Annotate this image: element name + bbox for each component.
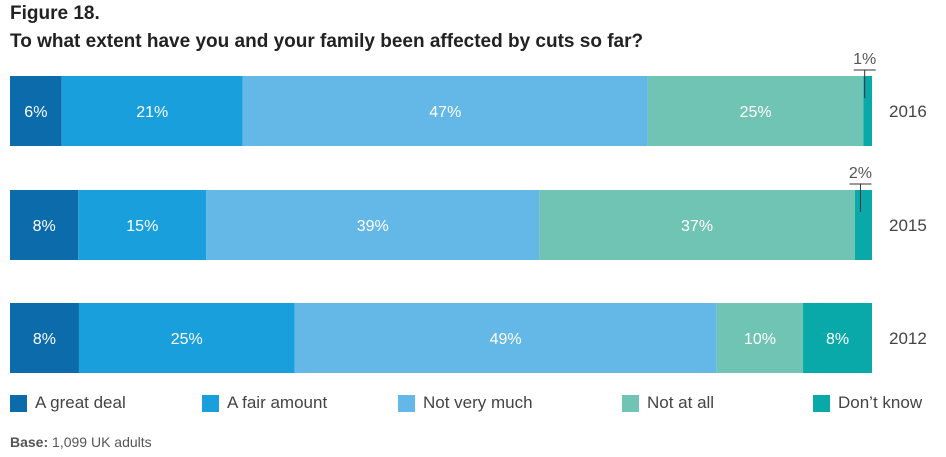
- bar-segment: [716, 303, 804, 373]
- legend-swatch: [622, 394, 639, 412]
- bar-segment: [803, 303, 872, 373]
- legend-item: Not very much: [398, 393, 533, 413]
- bar-value-label: 47%: [429, 104, 461, 121]
- bar-segment: [539, 190, 855, 260]
- bar-segment: [10, 303, 79, 373]
- bar-value-label: 1%: [853, 51, 876, 68]
- category-label: 2015: [889, 216, 927, 235]
- bar-value-label: 21%: [136, 104, 168, 121]
- bar-segment: [242, 76, 648, 146]
- chart-title: To what extent have you and your family …: [10, 31, 644, 52]
- bar-value-label: 49%: [490, 331, 522, 348]
- legend-item: A great deal: [10, 393, 126, 413]
- bar-value-label: 10%: [744, 331, 776, 348]
- base-prefix: Base:: [10, 434, 49, 450]
- legend-swatch: [398, 394, 415, 412]
- bar-segment: [647, 76, 864, 146]
- legend-label: Not very much: [423, 393, 533, 412]
- legend-item: Not at all: [622, 393, 714, 413]
- bar-segment: [61, 76, 243, 146]
- category-label: 2016: [889, 102, 927, 121]
- base-note: Base: 1,099 UK adults: [10, 434, 152, 450]
- bar-segment: [78, 190, 207, 260]
- bar-value-label: 37%: [681, 218, 713, 235]
- bar-value-label: 2%: [849, 165, 872, 182]
- category-label: 2012: [889, 329, 927, 348]
- legend-swatch: [813, 394, 830, 412]
- bar-segment: [854, 190, 872, 260]
- legend-swatch: [10, 394, 27, 412]
- bar-value-label: 39%: [357, 218, 389, 235]
- stacked-bar-chart: 6% 21% 47% 25% 1% 2016 8% 15% 39% 37% 2% 2015 8% 25% 4…: [10, 51, 927, 373]
- bar-value-label: 8%: [33, 218, 56, 235]
- bar-value-label: 25%: [171, 331, 203, 348]
- chart-legend: A great deal A fair amount Not very much No…: [0, 393, 946, 417]
- bar-value-label: 6%: [24, 104, 47, 121]
- legend-swatch: [202, 394, 219, 412]
- base-text: 1,099 UK adults: [52, 434, 152, 450]
- bar-segment: [863, 76, 872, 146]
- legend-item: A fair amount: [202, 393, 327, 413]
- bar-value-label: 15%: [126, 218, 158, 235]
- bar-value-label: 8%: [826, 331, 849, 348]
- legend-label: A great deal: [35, 393, 126, 412]
- bar-segment: [78, 303, 295, 373]
- legend-item: Don’t know: [813, 393, 922, 413]
- bar-segment: [294, 303, 717, 373]
- legend-label: Don’t know: [838, 393, 923, 412]
- bar-segment: [10, 76, 62, 146]
- figure-label: Figure 18.: [10, 3, 100, 24]
- bar-segment: [10, 190, 79, 260]
- bar-value-label: 8%: [33, 331, 56, 348]
- legend-label: Not at all: [647, 393, 715, 412]
- bar-segment: [206, 190, 540, 260]
- bar-value-label: 25%: [740, 104, 772, 121]
- legend-label: A fair amount: [227, 393, 328, 412]
